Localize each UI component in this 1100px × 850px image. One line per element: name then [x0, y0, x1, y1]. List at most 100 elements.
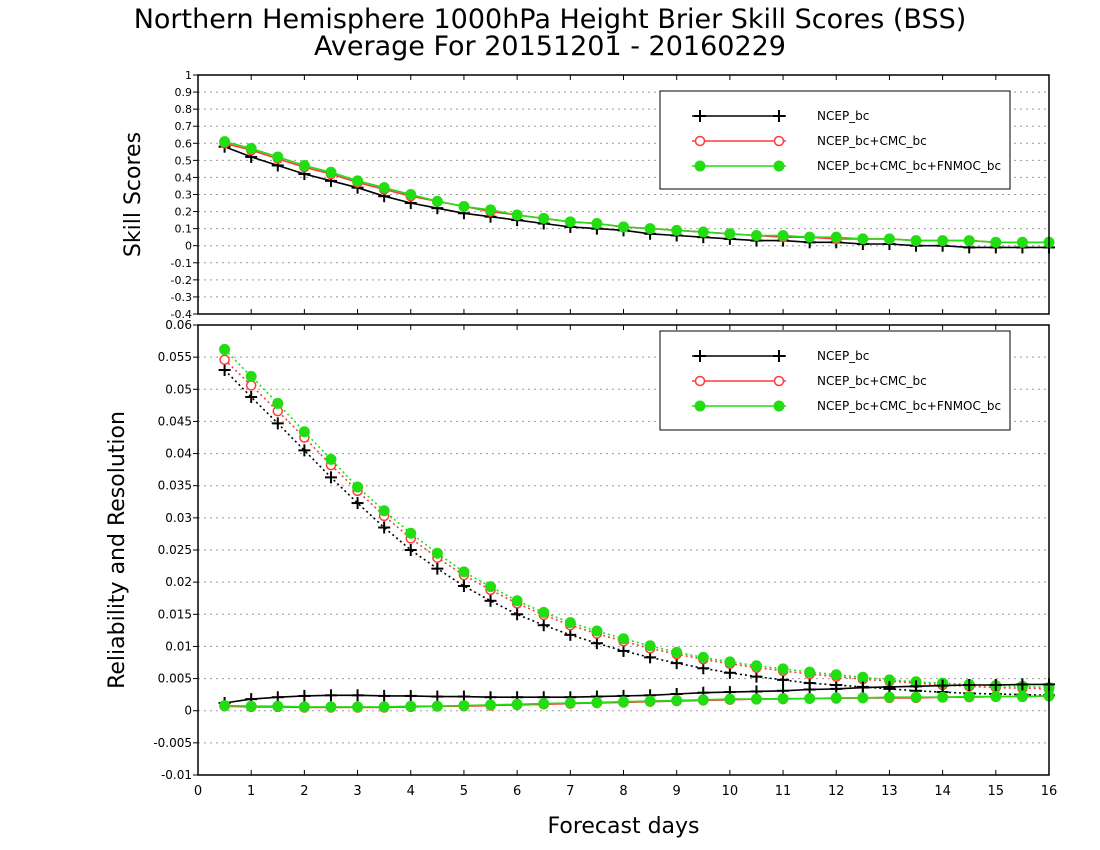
legend-marker: [694, 400, 706, 412]
data-point: [910, 235, 922, 247]
data-point: [431, 547, 443, 559]
data-point: [245, 370, 257, 382]
data-point: [990, 691, 1002, 703]
y-tick-label: 0.04: [165, 447, 192, 461]
y-tick-label: -0.3: [171, 291, 192, 304]
x-tick-label: 10: [722, 784, 739, 799]
data-point: [378, 505, 390, 517]
data-point: [724, 693, 736, 705]
data-point: [777, 663, 789, 675]
data-point: [697, 694, 709, 706]
legend-label: NCEP_bc+CMC_bc: [817, 374, 927, 388]
y-tick-label: 0.1: [175, 223, 193, 236]
data-point: [697, 226, 709, 238]
data-point: [697, 651, 709, 663]
data-point: [485, 581, 497, 593]
data-point: [485, 699, 497, 711]
x-tick-label: 14: [934, 784, 951, 799]
legend-marker: [773, 135, 785, 147]
legend-label: NCEP_bc+CMC_bc+FNMOC_bc: [817, 159, 1001, 173]
legend-label: NCEP_bc: [817, 109, 869, 123]
x-tick-label: 6: [513, 784, 521, 799]
data-point: [298, 426, 310, 438]
data-point: [804, 666, 816, 678]
panel-1: -0.4 -0.3 -0.2 -0.1 0 0.1 0.2 0.3 0.4 0.5 0.6 0.7 0.…: [121, 69, 1055, 321]
data-point: [405, 189, 417, 200]
data-point: [538, 212, 550, 224]
data-point: [352, 481, 364, 493]
x-tick-label: 3: [353, 784, 361, 799]
data-point: [644, 223, 656, 235]
data-point: [405, 527, 417, 539]
data-point: [458, 566, 470, 578]
data-point: [857, 671, 869, 683]
data-point: [591, 696, 603, 708]
data-point: [352, 701, 364, 713]
y-tick-label: 0.06: [165, 318, 192, 332]
data-point: [883, 233, 895, 245]
x-axis-label: Forecast days: [547, 814, 699, 839]
data-point: [883, 691, 895, 703]
x-tick-label: 16: [1041, 784, 1058, 799]
chart-title-line2: Average For 20151201 - 20160229: [314, 31, 786, 62]
y-tick-label: 0.005: [158, 672, 192, 686]
y-axis-label: Skill Scores: [121, 132, 146, 257]
data-point: [618, 633, 629, 645]
data-point: [937, 691, 949, 703]
data-point: [511, 698, 523, 710]
y-tick-label: 0.015: [158, 607, 192, 621]
legend-marker: [694, 160, 706, 172]
y-tick-label: -0.4: [171, 308, 192, 321]
data-point: [458, 200, 470, 212]
data-point: [485, 204, 497, 216]
series-line-reliability-3: [224, 683, 1049, 704]
data-point: [298, 701, 310, 713]
data-point: [298, 159, 310, 171]
data-point: [724, 228, 736, 240]
y-tick-label: 0: [185, 240, 192, 253]
legend-marker: [694, 135, 706, 147]
data-point: [644, 695, 656, 707]
y-tick-label: 0.6: [175, 137, 193, 150]
data-point: [219, 700, 231, 712]
data-point: [564, 617, 576, 629]
data-point: [431, 700, 443, 712]
data-point: [1016, 691, 1028, 703]
data-point: [1016, 236, 1028, 248]
data-point: [564, 216, 576, 228]
data-point: [272, 151, 284, 163]
x-tick-label: 9: [673, 784, 681, 799]
x-tick-label: 12: [828, 784, 845, 799]
y-tick-label: 0.3: [175, 189, 193, 202]
data-point: [325, 166, 337, 178]
legend-label: NCEP_bc+CMC_bc: [817, 134, 927, 148]
y-tick-label: 0.8: [175, 103, 193, 116]
data-point: [777, 229, 789, 241]
data-point: [591, 625, 603, 637]
data-point: [378, 182, 390, 194]
y-tick-label: 0.05: [165, 382, 192, 396]
y-tick-label: 0: [184, 704, 192, 718]
data-point: [963, 691, 975, 703]
plot-frame: [197, 74, 1050, 315]
y-tick-label: 0.02: [165, 575, 192, 589]
data-point: [245, 142, 257, 154]
x-tick-label: 4: [407, 784, 415, 799]
x-tick-label: 0: [194, 784, 202, 799]
data-point: [857, 692, 869, 704]
x-tick-label: 1: [247, 784, 255, 799]
data-point: [272, 397, 284, 409]
data-point: [618, 221, 629, 233]
data-point: [910, 691, 922, 703]
x-tick-label: 5: [460, 784, 468, 799]
data-point: [538, 606, 550, 618]
y-tick-label: 0.045: [158, 414, 192, 428]
data-point: [937, 235, 949, 247]
y-axis-label: Reliability and Resolution: [105, 411, 130, 689]
data-point: [857, 233, 869, 245]
series-line-reliability-5: [224, 695, 1050, 708]
y-tick-label: 1: [185, 69, 192, 82]
data-point: [219, 343, 231, 355]
legend-label: NCEP_bc: [817, 349, 869, 363]
